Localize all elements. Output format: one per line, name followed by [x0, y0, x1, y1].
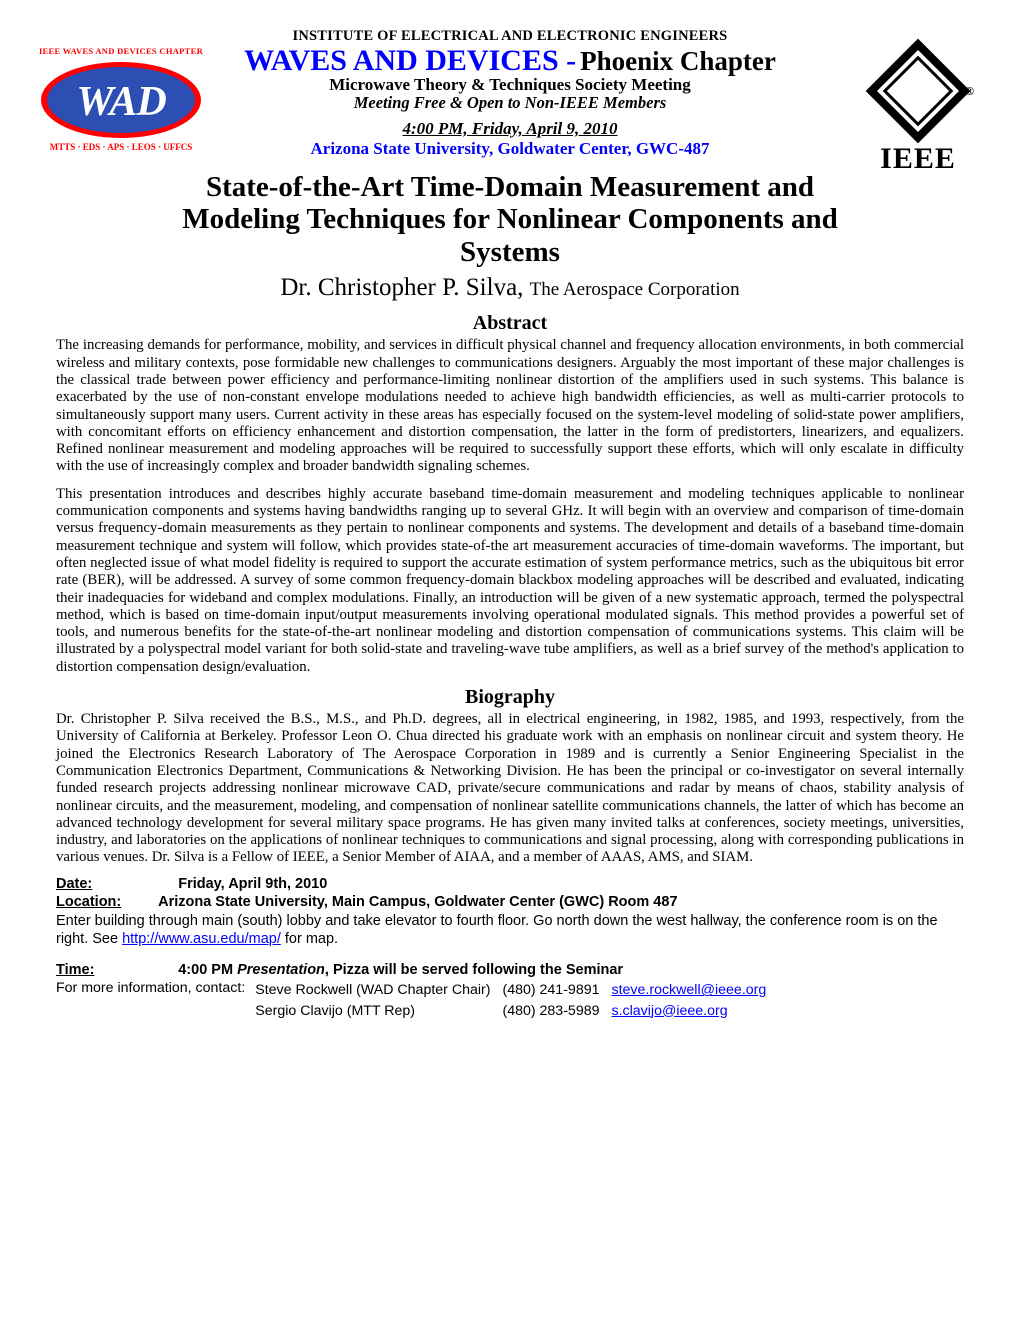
speaker-affiliation: The Aerospace Corporation	[530, 279, 740, 300]
time-value: 4:00 PM	[178, 962, 237, 978]
date-row: Date: Friday, April 9th, 2010	[56, 875, 964, 894]
org-name: INSTITUTE OF ELECTRICAL AND ELECTRONIC E…	[56, 28, 964, 45]
wad-logo-bottom-text: MTTS · EDS · APS · LEOS · UFFCS	[36, 142, 206, 152]
header: IEEE WAVES AND DEVICES CHAPTER WAD MTTS …	[56, 28, 964, 159]
event-details: Date: Friday, April 9th, 2010 Location: …	[56, 875, 964, 1022]
talk-title: State-of-the-Art Time-Domain Measurement…	[160, 171, 860, 268]
time-row: Time: 4:00 PM Presentation, Pizza will b…	[56, 961, 964, 980]
speaker-line: Dr. Christopher P. Silva, The Aerospace …	[56, 274, 964, 302]
contact-email-link-0[interactable]: steve.rockwell@ieee.org	[612, 982, 767, 998]
phoenix-chapter-label: Phoenix Chapter	[580, 46, 776, 76]
date-value: Friday, April 9th, 2010	[178, 876, 327, 892]
contact-block: For more information, contact: Steve Roc…	[56, 979, 964, 1021]
abstract-para-1: The increasing demands for performance, …	[56, 337, 964, 475]
contact-email-link-1[interactable]: s.clavijo@ieee.org	[612, 1003, 728, 1019]
location-row: Location: Arizona State University, Main…	[56, 893, 964, 912]
time-tail: , Pizza will be served following the Sem…	[325, 962, 623, 978]
map-link[interactable]: http://www.asu.edu/map/	[122, 931, 281, 947]
contact-row-1: Sergio Clavijo (MTT Rep) (480) 283-5989 …	[255, 1002, 776, 1020]
time-label: Time:	[56, 961, 146, 980]
ieee-logo: ® IEEE	[870, 50, 970, 174]
biography-heading: Biography	[56, 686, 964, 709]
abstract-para-2: This presentation introduces and describ…	[56, 486, 964, 676]
ieee-diamond-icon	[866, 39, 971, 144]
contact-table: Steve Rockwell (WAD Chapter Chair) (480)…	[253, 979, 778, 1021]
wad-logo-main-text: WAD	[36, 78, 206, 126]
biography-text: Dr. Christopher P. Silva received the B.…	[56, 711, 964, 867]
wad-logo-top-text: IEEE WAVES AND DEVICES CHAPTER	[36, 46, 206, 56]
directions-text: Enter building through main (south) lobb…	[56, 912, 964, 949]
location-label: Location:	[56, 893, 146, 912]
waves-devices-title: WAVES AND DEVICES -	[244, 44, 576, 77]
wad-chapter-logo: IEEE WAVES AND DEVICES CHAPTER WAD MTTS …	[36, 50, 206, 150]
directions-post: for map.	[281, 931, 338, 947]
contact-name-1: Sergio Clavijo (MTT Rep)	[255, 1002, 500, 1020]
contact-row-0: Steve Rockwell (WAD Chapter Chair) (480)…	[255, 981, 776, 999]
location-value: Arizona State University, Main Campus, G…	[158, 894, 677, 910]
date-label: Date:	[56, 875, 146, 894]
ieee-registered-mark: ®	[965, 84, 974, 99]
contact-intro: For more information, contact:	[56, 979, 245, 1021]
contact-phone-0: (480) 241-9891	[502, 981, 609, 999]
abstract-heading: Abstract	[56, 312, 964, 335]
speaker-name: Dr. Christopher P. Silva,	[280, 274, 523, 301]
contact-name-0: Steve Rockwell (WAD Chapter Chair)	[255, 981, 500, 999]
time-presentation-label: Presentation	[237, 962, 325, 978]
ieee-logo-text: IEEE	[870, 142, 966, 176]
contact-phone-1: (480) 283-5989	[502, 1002, 609, 1020]
